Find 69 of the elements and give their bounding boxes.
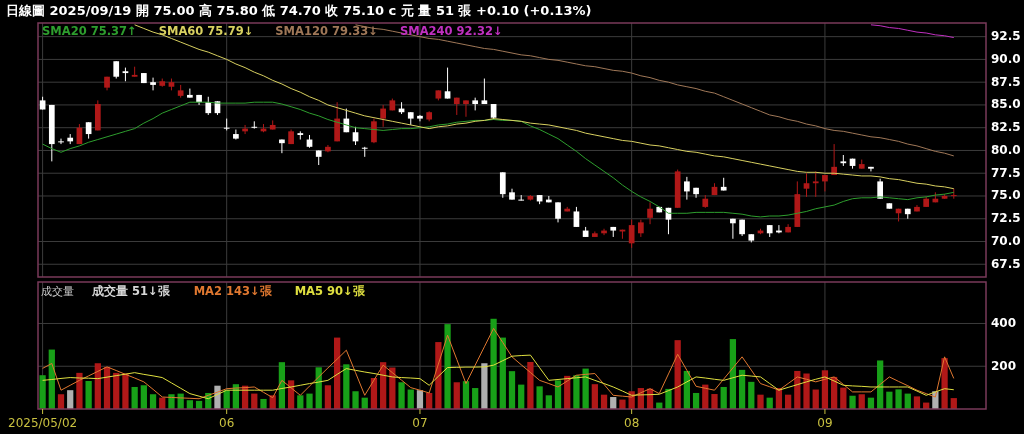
bar (85, 380, 92, 409)
y-tick-label: 87.5 (991, 74, 1021, 89)
x-tick-label: 07 (412, 416, 428, 430)
bar (803, 373, 810, 409)
bar (545, 395, 552, 409)
bar (398, 382, 405, 409)
bar (840, 387, 847, 409)
bar (729, 339, 737, 409)
bar (591, 384, 598, 409)
y-tick-label: 77.5 (991, 165, 1021, 180)
bar (140, 385, 147, 409)
x-tick-label: 09 (817, 416, 833, 430)
bar (453, 382, 460, 409)
chart-title: 成交量 (41, 285, 74, 298)
bar (324, 385, 332, 409)
y-tick-label: 75.0 (991, 188, 1021, 203)
y-tick-label: 82.5 (991, 120, 1021, 135)
y-tick-label: 70.0 (991, 233, 1021, 248)
y-tick-label: 92.5 (991, 29, 1021, 44)
y-tick-label: 90.0 (991, 51, 1021, 66)
bar (490, 318, 497, 409)
line-series (42, 327, 955, 400)
line-series (42, 354, 955, 400)
bar (343, 364, 350, 409)
bar (57, 394, 65, 409)
bar (149, 394, 157, 409)
bar (748, 381, 755, 409)
bar (527, 361, 534, 409)
bar (757, 394, 764, 409)
bar (619, 399, 626, 409)
line-series (870, 24, 955, 39)
bar (692, 392, 700, 409)
bar (39, 375, 46, 409)
bar (481, 363, 488, 409)
bar (858, 394, 865, 409)
bar (444, 324, 451, 409)
bar (738, 369, 746, 409)
legend: 成交量 51↓張 MA2 143↓張 MA5 90↓張 (92, 284, 365, 298)
x-tick-label: 08 (624, 416, 640, 430)
y-tick-label: 67.5 (991, 256, 1021, 271)
bar (536, 386, 543, 409)
bar (67, 390, 74, 409)
y-tick-label: 72.5 (991, 211, 1021, 226)
y-tick-label: 80.0 (991, 142, 1021, 157)
bar (76, 372, 83, 409)
bar (711, 394, 718, 409)
bar (352, 391, 359, 409)
x-tick-label: 06 (219, 416, 235, 430)
bar (665, 388, 672, 409)
line-series (134, 24, 955, 190)
legend: SMA20 75.37↑ SMA60 75.79↓ SMA120 79.33↓ SMA240 92.32↓ (42, 24, 503, 38)
bar (168, 394, 175, 409)
y-tick-label: 400 (991, 315, 1017, 330)
bar (895, 389, 902, 409)
bar (720, 386, 727, 409)
y-tick-label: 85.0 (991, 97, 1021, 112)
x-tick-label: 2025/05/02 (8, 416, 78, 430)
bar (518, 384, 525, 409)
bar (122, 373, 129, 409)
bar (260, 398, 267, 409)
bar (508, 371, 516, 409)
bar (472, 388, 479, 409)
bar (913, 396, 921, 409)
bar (306, 393, 313, 409)
bar (573, 375, 580, 409)
chart-title: 日線圖 2025/09/19 開 75.00 高 75.80 低 74.70 收 75.10 c 元 量 51 張 +0.10 (+0.13%) (6, 3, 592, 18)
bar (131, 386, 138, 409)
y-tick-label: 200 (991, 358, 1017, 373)
bar (849, 395, 856, 409)
